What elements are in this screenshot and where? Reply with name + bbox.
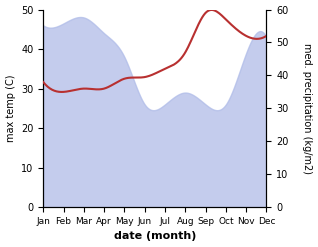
Y-axis label: max temp (C): max temp (C) [5, 75, 16, 142]
X-axis label: date (month): date (month) [114, 231, 196, 242]
Y-axis label: med. precipitation (kg/m2): med. precipitation (kg/m2) [302, 43, 313, 174]
